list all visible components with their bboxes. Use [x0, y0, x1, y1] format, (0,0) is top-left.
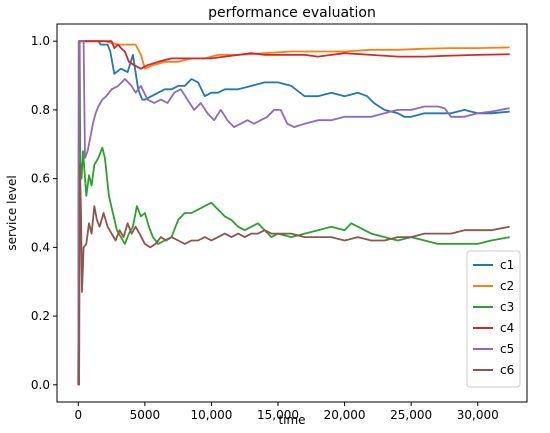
y-tick-label: 0.8 [31, 103, 50, 117]
series-line-c5 [77, 40, 510, 385]
y-tick-label: 0.6 [31, 172, 50, 186]
x-tick-label: 0 [74, 408, 82, 422]
x-tick-label: 20,000 [324, 408, 366, 422]
x-axis-ticks: 0 5000 10,000 15,000 20,000 25,000 30,000 [74, 402, 499, 422]
legend-label-c5: c5 [500, 342, 514, 356]
legend-label-c3: c3 [500, 300, 514, 314]
chart-title: performance evaluation [208, 5, 376, 21]
x-tick-label: 15,000 [257, 408, 299, 422]
series-line-c6 [78, 163, 510, 386]
legend-label-c2: c2 [500, 279, 514, 293]
series-line-c3 [77, 40, 510, 385]
plot-frame [56, 23, 528, 403]
legend-label-c6: c6 [500, 363, 514, 377]
y-tick-label: 0.2 [31, 309, 50, 323]
y-tick-label: 0.0 [31, 378, 50, 392]
x-tick-label: 10,000 [190, 408, 232, 422]
legend-label-c1: c1 [500, 258, 514, 272]
legend: c1 c2 c3 c4 c5 c6 [466, 250, 521, 388]
series-lines [77, 40, 510, 386]
y-axis-ticks: 0.0 0.2 0.4 0.6 0.8 1.0 [31, 34, 57, 392]
x-tick-label: 5000 [130, 408, 161, 422]
series-line-c1 [77, 40, 510, 385]
y-tick-label: 1.0 [31, 34, 50, 48]
y-tick-label: 0.4 [31, 240, 50, 254]
series-line-c2 [77, 40, 510, 385]
x-axis-label: time [278, 413, 305, 427]
y-axis-label: service level [5, 175, 19, 250]
x-tick-label: 25,000 [390, 408, 432, 422]
legend-label-c4: c4 [500, 321, 514, 335]
x-tick-label: 30,000 [457, 408, 499, 422]
series-line-c4 [77, 40, 510, 385]
